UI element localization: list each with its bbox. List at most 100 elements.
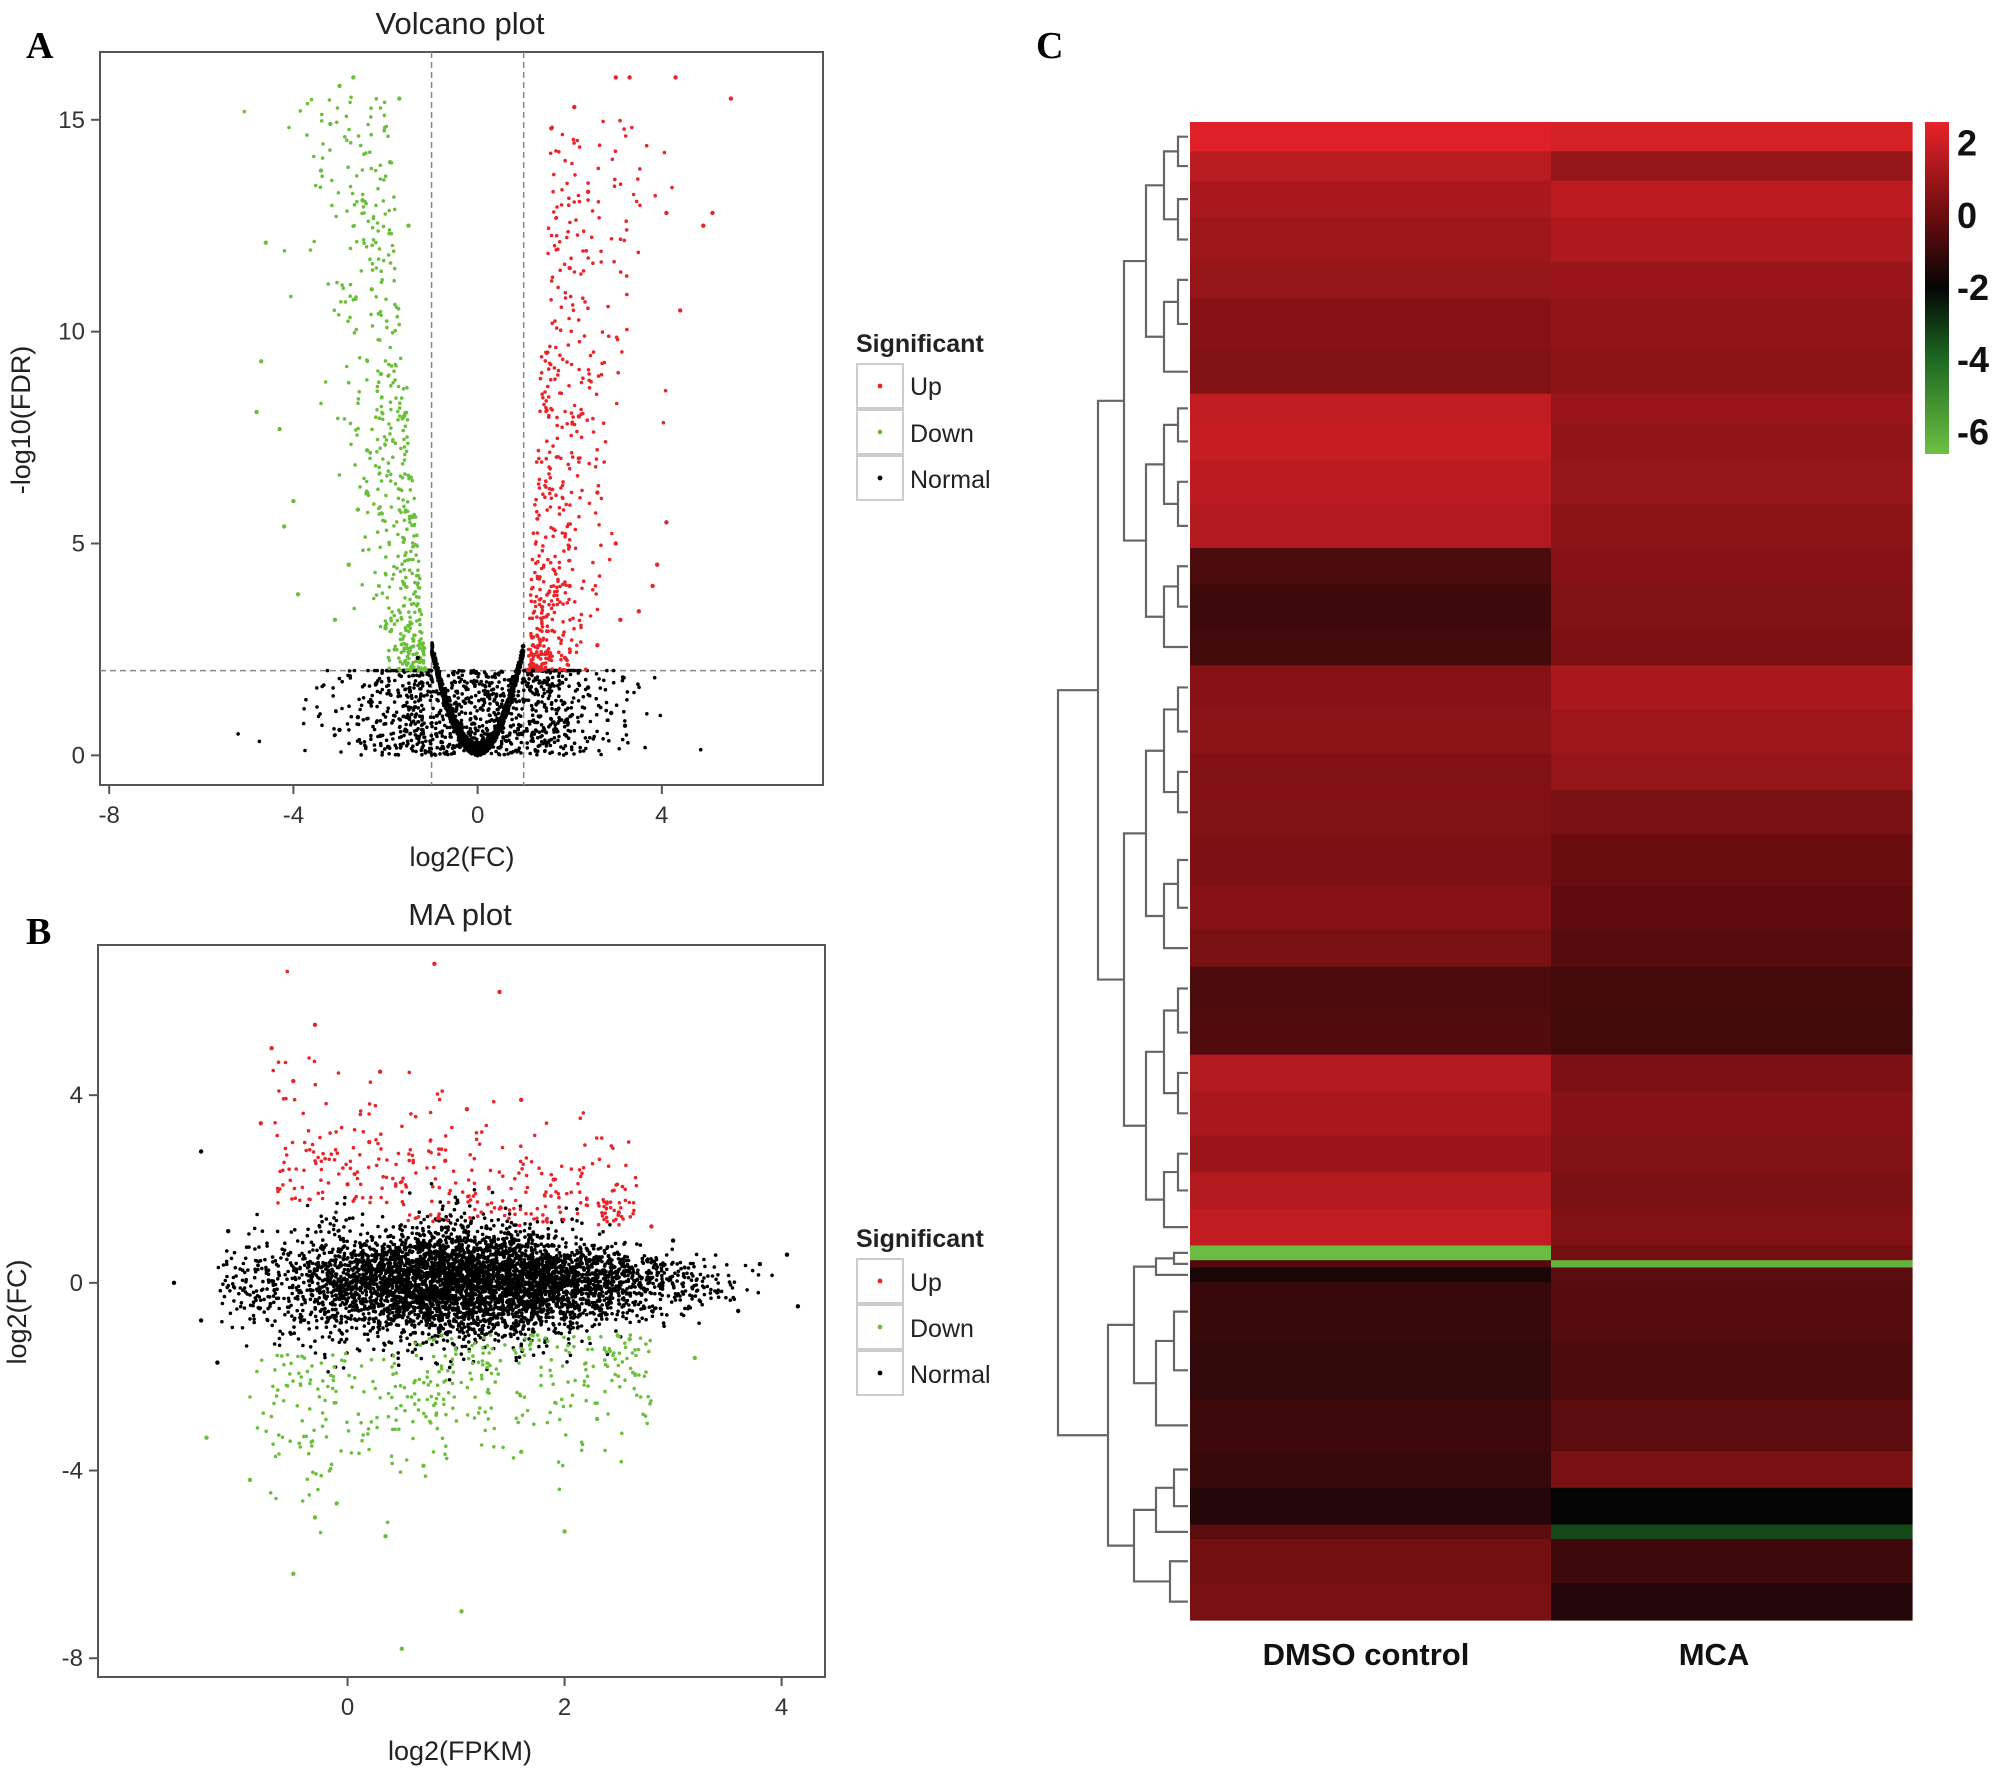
data-point xyxy=(536,654,540,658)
data-point xyxy=(313,1339,317,1343)
data-point xyxy=(578,749,582,754)
data-point xyxy=(541,580,546,584)
volcano-legend-normal: Normal xyxy=(910,466,991,494)
data-point xyxy=(577,145,582,149)
data-point xyxy=(277,1273,282,1278)
data-point xyxy=(348,294,353,299)
data-point xyxy=(433,753,438,757)
data-point xyxy=(359,741,363,745)
data-point xyxy=(383,212,388,216)
data-point xyxy=(529,577,534,582)
data-point xyxy=(534,460,539,464)
data-point xyxy=(567,466,572,471)
data-point xyxy=(413,542,418,547)
data-point xyxy=(566,462,570,467)
data-point xyxy=(283,1241,287,1245)
data-point xyxy=(595,447,599,452)
data-point xyxy=(412,686,416,690)
data-point xyxy=(347,1216,352,1221)
data-point xyxy=(661,420,666,425)
data-point xyxy=(459,677,464,682)
data-point xyxy=(601,421,606,426)
data-point-up xyxy=(650,583,655,589)
data-point xyxy=(559,653,564,658)
data-point xyxy=(495,702,500,706)
data-point xyxy=(331,1227,336,1232)
data-point xyxy=(603,687,608,692)
data-point xyxy=(349,714,354,719)
legend-key-up xyxy=(877,383,883,389)
data-point xyxy=(236,732,240,736)
data-point-down xyxy=(295,592,301,597)
data-point xyxy=(409,549,413,554)
data-point xyxy=(536,448,541,453)
data-point xyxy=(571,415,575,419)
data-point xyxy=(544,638,549,642)
data-point xyxy=(499,1230,503,1234)
data-point xyxy=(445,1339,450,1343)
data-point xyxy=(403,559,407,563)
data-point xyxy=(463,1344,468,1349)
data-point xyxy=(541,492,545,497)
data-point xyxy=(597,523,601,527)
data-point xyxy=(594,392,599,397)
data-point xyxy=(459,705,464,709)
data-point xyxy=(413,733,418,737)
data-point xyxy=(378,471,382,475)
data-point xyxy=(566,203,571,207)
data-point xyxy=(517,660,522,665)
data-point xyxy=(421,707,426,711)
data-point xyxy=(563,158,567,163)
data-point xyxy=(517,713,521,717)
volcano-plot-area xyxy=(99,51,824,786)
data-point xyxy=(399,396,404,400)
data-point xyxy=(313,1351,318,1355)
data-point xyxy=(526,668,531,672)
data-point xyxy=(550,706,554,711)
data-point xyxy=(493,713,498,717)
data-point xyxy=(543,738,547,742)
data-point xyxy=(520,1311,524,1315)
data-point xyxy=(368,150,372,154)
data-point xyxy=(463,711,468,716)
data-point xyxy=(398,474,403,478)
data-point xyxy=(416,683,420,688)
data-point xyxy=(665,1267,669,1272)
data-point xyxy=(396,554,400,559)
data-point xyxy=(414,619,419,623)
data-point xyxy=(533,503,537,507)
data-point xyxy=(320,1219,324,1224)
data-point xyxy=(402,536,406,541)
data-point xyxy=(403,658,408,663)
data-point-normal xyxy=(434,732,439,737)
data-point xyxy=(348,315,352,320)
data-point xyxy=(367,547,371,552)
data-point xyxy=(522,688,526,692)
data-point-normal xyxy=(355,715,361,720)
data-point xyxy=(546,367,551,371)
data-point xyxy=(543,535,548,539)
data-point xyxy=(539,740,544,744)
data-point xyxy=(565,723,570,727)
data-point xyxy=(535,531,540,535)
data-point xyxy=(347,741,351,746)
data-point xyxy=(417,646,422,650)
data-point xyxy=(466,696,471,701)
data-point-up xyxy=(539,604,545,610)
data-point xyxy=(273,1319,277,1323)
data-point xyxy=(612,184,617,188)
data-point xyxy=(559,641,563,646)
data-point xyxy=(516,666,521,670)
data-point-up xyxy=(530,643,536,648)
data-point xyxy=(588,353,593,358)
data-point xyxy=(557,636,561,640)
data-point xyxy=(418,622,422,627)
data-point xyxy=(476,728,480,733)
data-point xyxy=(404,550,408,555)
data-point xyxy=(385,474,389,478)
data-point xyxy=(281,1252,286,1256)
data-point xyxy=(545,439,549,444)
y-tick-label: 5 xyxy=(72,530,85,557)
data-point xyxy=(417,740,421,745)
data-point-down xyxy=(355,507,361,512)
